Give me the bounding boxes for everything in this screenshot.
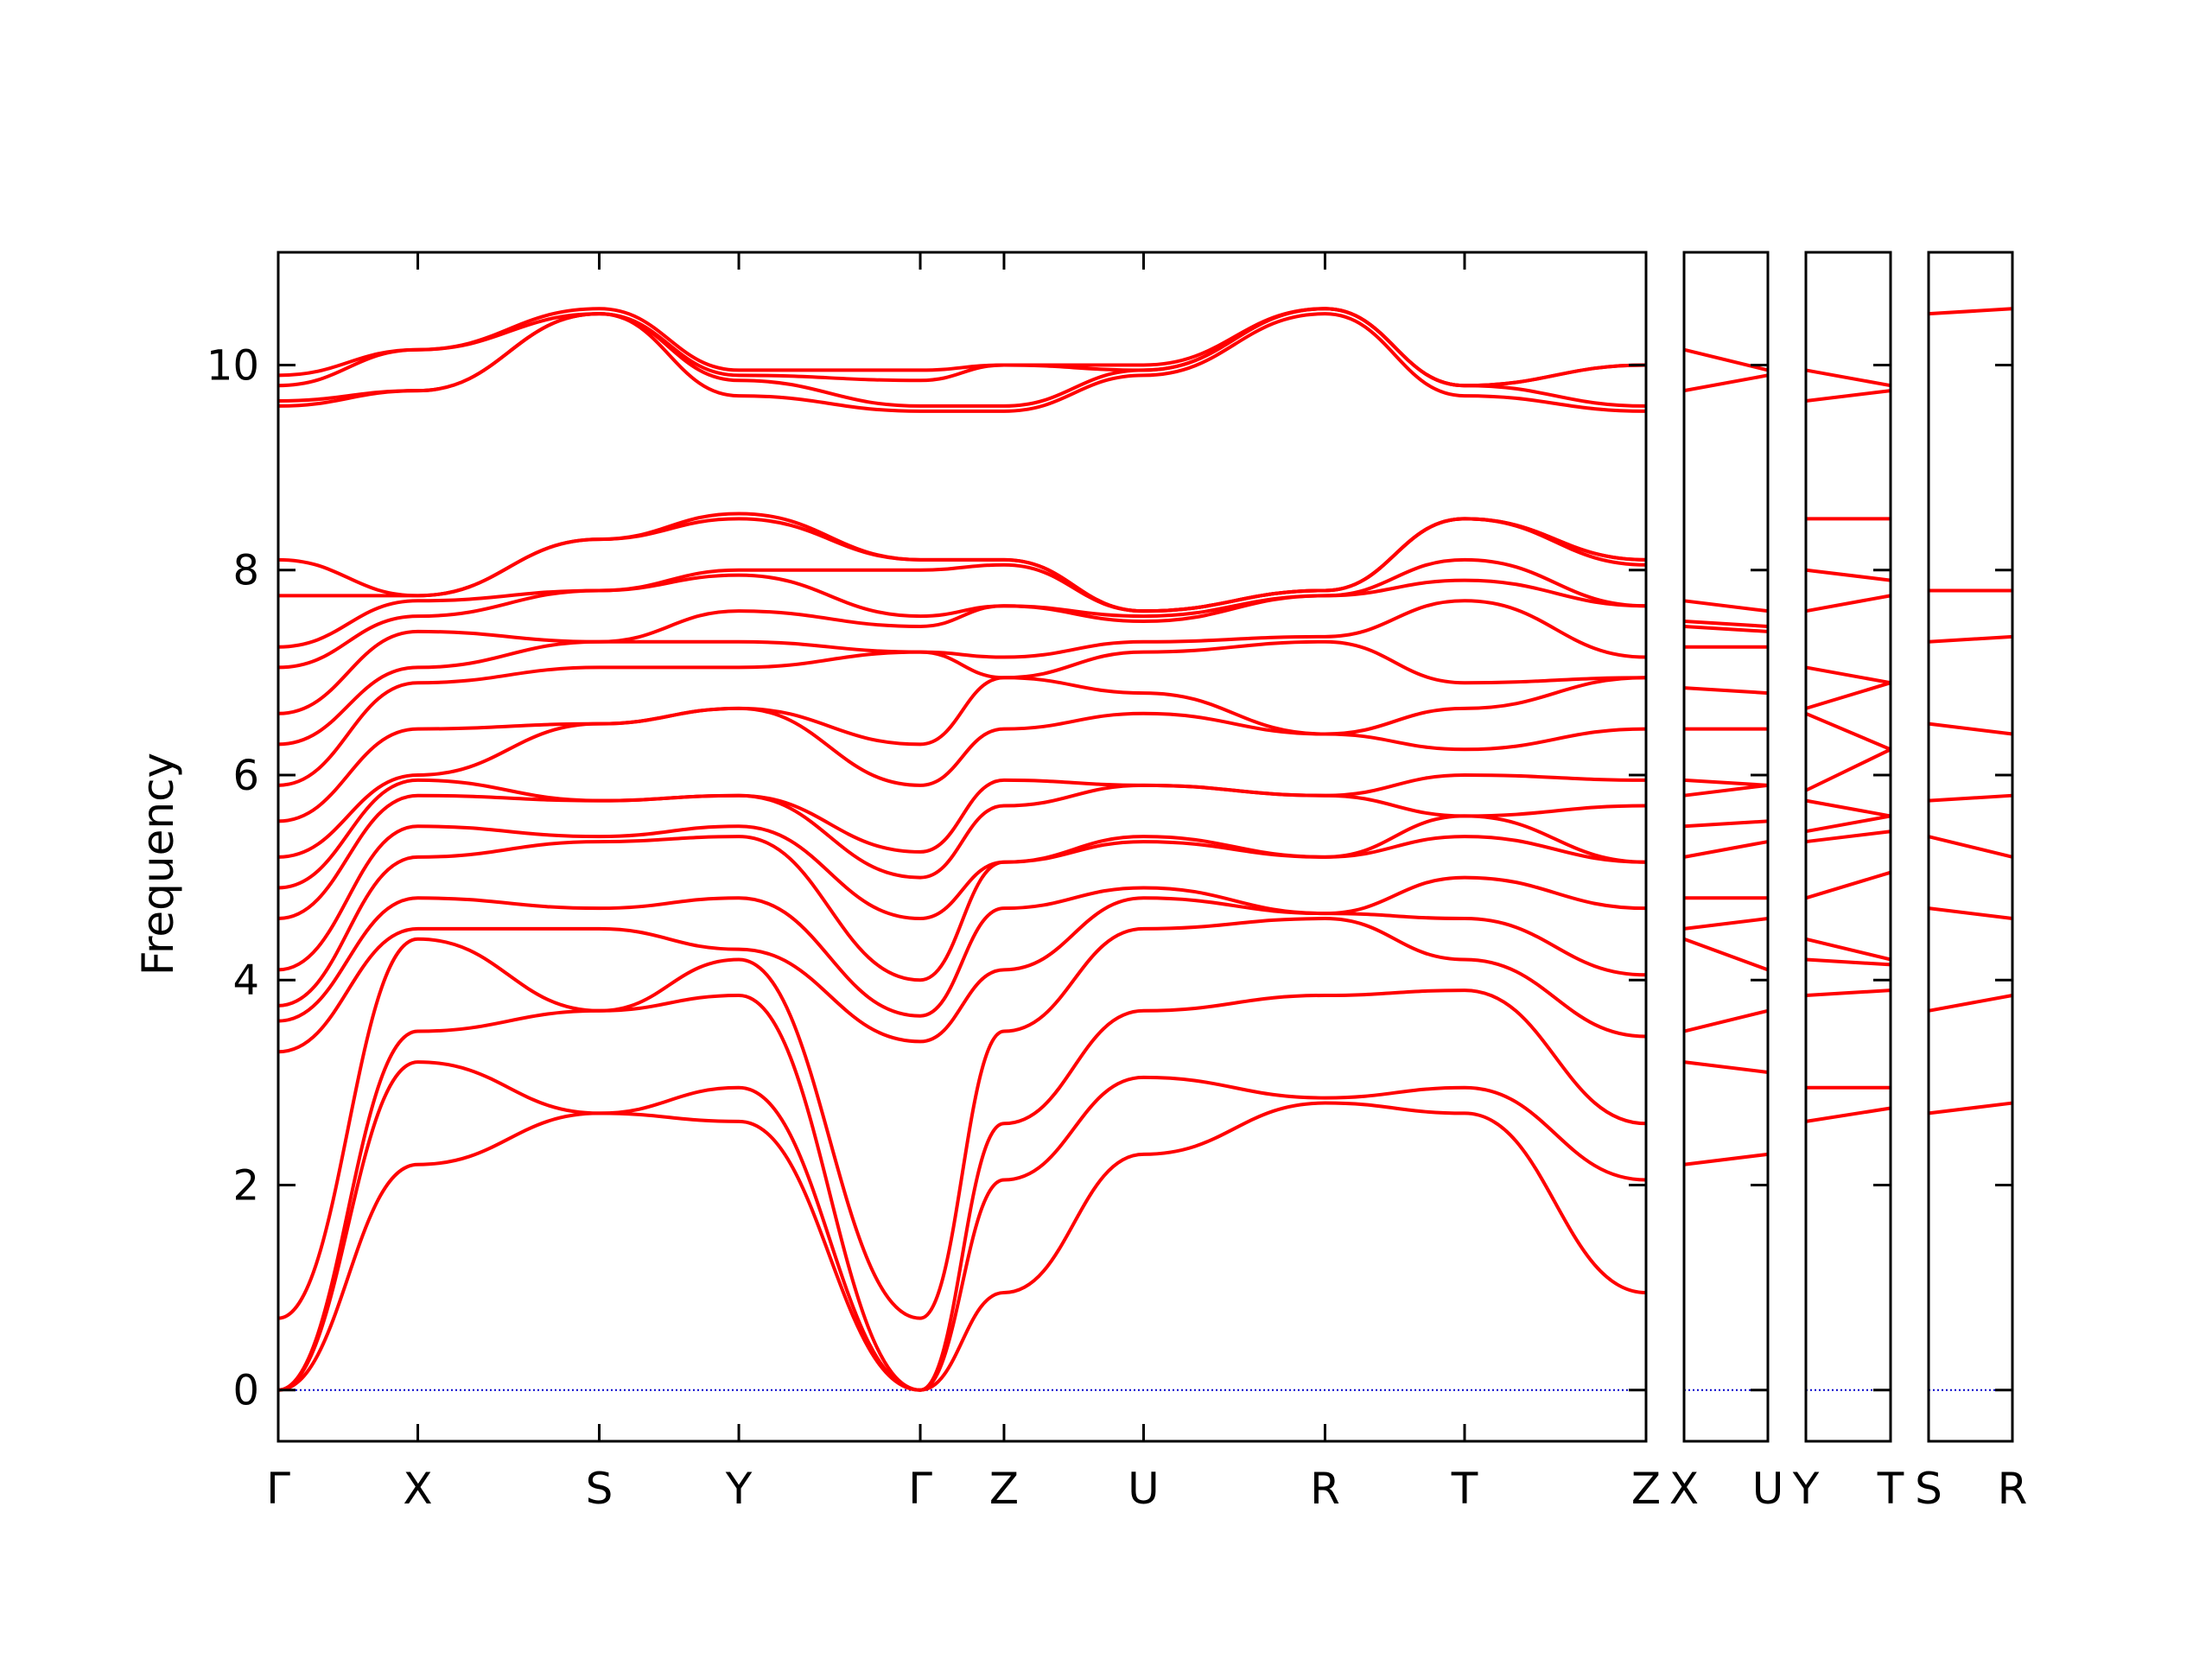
band-20 — [277, 312, 1647, 413]
band-17 — [277, 517, 1647, 649]
band-6 — [277, 875, 1647, 1023]
band-4 — [277, 917, 1647, 1320]
band-8 — [277, 814, 1647, 972]
x-tick-label: U — [1752, 1464, 1784, 1514]
band-5 — [1928, 793, 2013, 803]
band-16 — [1683, 599, 1769, 613]
band-7 — [1805, 830, 1891, 844]
y-axis-label: Frequency — [133, 753, 183, 976]
band-3 — [1928, 906, 2013, 921]
band-10 — [277, 772, 1647, 890]
band-8 — [1683, 819, 1769, 829]
x-tick-label: Γ — [908, 1464, 932, 1514]
x-tick-label: T — [1451, 1464, 1478, 1514]
band-13 — [1805, 665, 1891, 685]
panel-frame — [1804, 251, 1892, 1443]
y-tick-label: 10 — [207, 341, 259, 390]
band-12 — [277, 676, 1647, 823]
band-10 — [1683, 778, 1769, 787]
x-tick-label: Y — [725, 1464, 753, 1514]
band-7 — [1928, 634, 2013, 644]
band-9 — [1805, 798, 1891, 818]
band-10 — [1805, 747, 1891, 792]
band-4 — [1683, 937, 1769, 972]
band-9 — [1928, 307, 2013, 316]
band-2 — [1683, 1060, 1769, 1074]
x-tick-label: Y — [1792, 1464, 1820, 1514]
band-1 — [1805, 1106, 1891, 1123]
band-3 — [1805, 988, 1891, 997]
band-4 — [1805, 957, 1891, 967]
band-16 — [277, 557, 1647, 670]
band-14 — [1805, 594, 1891, 613]
y-tick-label: 2 — [232, 1161, 259, 1210]
band-4 — [1928, 835, 2013, 859]
panel-frame — [276, 251, 1648, 1443]
band-12 — [1683, 686, 1769, 696]
x-tick-label: X — [1669, 1464, 1699, 1514]
band-1 — [1928, 1101, 2013, 1116]
x-tick-label: X — [403, 1464, 432, 1514]
band-18 — [1805, 368, 1891, 388]
x-tick-label: R — [1310, 1464, 1340, 1514]
band-13 — [277, 639, 1647, 787]
band-15 — [277, 578, 1647, 715]
y-tick-label: 8 — [232, 547, 259, 595]
y-tick-label: 0 — [232, 1367, 259, 1415]
band-5 — [1805, 937, 1891, 962]
band-11 — [1805, 711, 1891, 752]
band-2 — [1928, 994, 2013, 1013]
x-tick-label: T — [1877, 1464, 1904, 1514]
band-17 — [1683, 373, 1769, 393]
band-19 — [277, 512, 1647, 613]
band-5 — [1683, 917, 1769, 931]
band-9 — [1683, 783, 1769, 798]
x-tick-label: R — [1998, 1464, 2028, 1514]
band-8 — [1805, 814, 1891, 834]
band-15 — [1683, 620, 1769, 628]
band-5 — [277, 896, 1647, 1054]
band-18 — [1683, 347, 1769, 372]
panel-1: 0 2 4 6 8 10 Γ X S Y Γ Z U R T Z — [207, 251, 1661, 1514]
band-1 — [277, 1101, 1647, 1392]
band-7 — [1683, 840, 1769, 859]
band-11 — [277, 706, 1647, 859]
band-7 — [277, 835, 1647, 1007]
band-14 — [277, 599, 1647, 747]
band-12 — [1805, 681, 1891, 710]
x-tick-label: Z — [1631, 1464, 1661, 1514]
x-tick-label: Γ — [266, 1464, 290, 1514]
y-tick-label: 6 — [232, 752, 259, 800]
band-6 — [1928, 721, 2013, 736]
band-3 — [277, 988, 1647, 1392]
band-1 — [1683, 1152, 1769, 1166]
band-22 — [277, 307, 1647, 388]
band-6 — [1805, 870, 1891, 900]
band-14 — [1683, 624, 1769, 633]
x-tick-label: Z — [989, 1464, 1019, 1514]
band-23 — [277, 307, 1647, 388]
panel-frame — [1927, 251, 2014, 1443]
x-tick-label: S — [1915, 1464, 1942, 1514]
x-tick-label: S — [586, 1464, 613, 1514]
band-9 — [277, 783, 1647, 921]
y-tick-label: 4 — [232, 957, 259, 1005]
band-15 — [1805, 568, 1891, 582]
panel-frame — [1682, 251, 1770, 1443]
band-3 — [1683, 1008, 1769, 1033]
band-17 — [1805, 389, 1891, 403]
x-tick-label: U — [1128, 1464, 1160, 1514]
